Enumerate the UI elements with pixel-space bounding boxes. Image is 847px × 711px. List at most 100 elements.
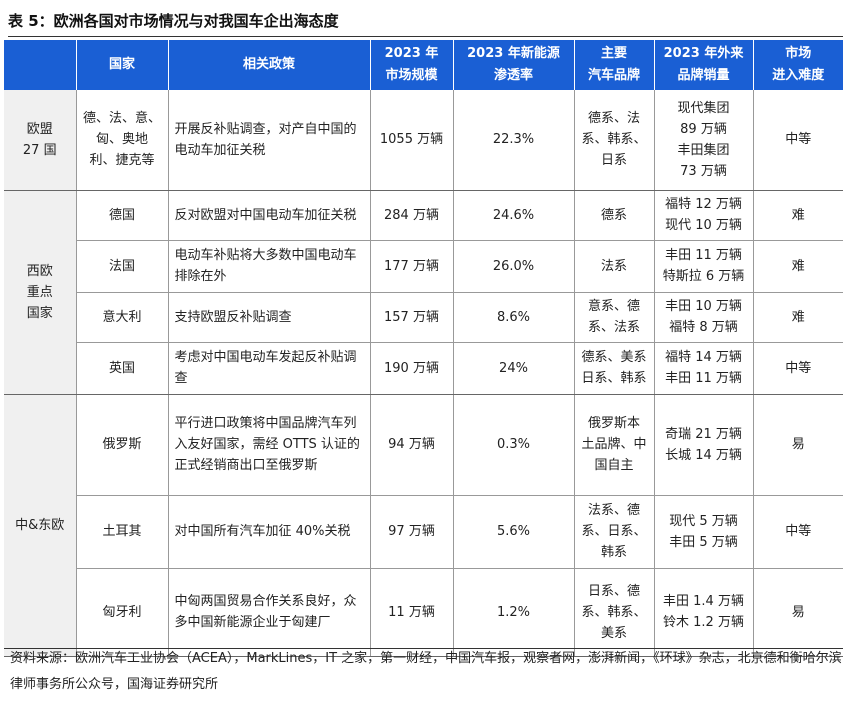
header-row: 国家 相关政策 2023 年市场规模 2023 年新能源 渗透率 主要 汽车品牌 2023 年… (4, 40, 843, 90)
difficulty-cell: 难 (752, 190, 843, 241)
difficulty-cell: 中等 (752, 342, 843, 395)
foreign-sales-cell: 福特 12 万辆 现代 10 万辆 (653, 190, 753, 241)
brands-text: 韩系 (600, 545, 627, 560)
brands-cell: 德系、美系 日系、韩系 (573, 342, 654, 395)
brands-cell: 意系、德 系、法系 (573, 292, 654, 343)
brands-text: 土品牌、中 (581, 437, 647, 452)
country-text: 德国 (108, 207, 135, 223)
policy-cell: 平行进口政策将中国品牌汽车列入友好国家，需经 OTTS 认证的正式经销商出口至俄… (167, 394, 370, 496)
country-cell: 匈牙利 (75, 568, 168, 657)
foreign-sales-text: 89 万辆 (680, 121, 727, 137)
difficulty-cell: 中等 (752, 495, 843, 569)
country-text: 英国 (108, 360, 135, 376)
region-name: 欧盟 (26, 121, 53, 137)
source-note: 资料来源：欧洲汽车工业协会（ACEA），MarkLines，IT 之家，第一财经… (10, 651, 842, 692)
policy-cell: 反对欧盟对中国电动车加征关税 (167, 190, 370, 241)
foreign-sales-text: 福特 14 万辆 (665, 350, 742, 365)
brands-cell: 德系、法系、韩系、日系 (573, 90, 654, 191)
brands-text: 日系 (600, 153, 627, 169)
foreign-sales-text: 福特 12 万辆 (665, 197, 742, 212)
penetration-cell: 0.3% (452, 394, 574, 496)
table-body: 欧盟 27 国 德、法、意、 匈、奥地 利、捷克等 开展反补贴调查，对产自中国的电动车加征… (4, 90, 843, 657)
header-label: 主要 (600, 46, 627, 61)
table-row: 意大利 支持欧盟反补贴调查 157 万辆 8.6% 意系、德 系、法系 丰田 10 万辆 福特… (4, 292, 843, 343)
foreign-sales-text: 丰田 10 万辆 (665, 299, 742, 314)
foreign-sales-text: 奇瑞 21 万辆 (665, 426, 742, 442)
brands-text: 系、韩系、 (581, 132, 647, 148)
difficulty-cell: 中等 (752, 90, 843, 191)
table-row: 西欧 重点 国家 德国 反对欧盟对中国电动车加征关税 284 万辆 24.6% 德系 福特 12… (4, 190, 843, 395)
region-name: 27 国 (22, 142, 57, 158)
market-size-cell: 284 万辆 (369, 190, 453, 241)
foreign-sales-cell: 丰田 11 万辆 特斯拉 6 万辆 (653, 240, 753, 293)
foreign-sales-text: 铃木 1.2 万辆 (663, 615, 744, 630)
penetration-cell: 24% (452, 342, 574, 395)
header-penetration: 2023 年新能源 渗透率 (452, 40, 574, 90)
brands-cell: 俄罗斯本 土品牌、中 国自主 (573, 394, 654, 496)
header-label: 2023 年 (384, 46, 439, 61)
brands-text: 德系、法 (587, 111, 640, 127)
foreign-sales-text: 特斯拉 6 万辆 (662, 269, 745, 284)
country-cell: 俄罗斯 (75, 394, 168, 496)
table-row: 土耳其 对中国所有汽车加征 40%关税 97 万辆 5.6% 法系、德 系、日系、 韩系 现代… (4, 495, 843, 569)
country-text: 德、法、意、 (82, 111, 161, 127)
foreign-sales-text: 丰田集团 (677, 142, 730, 158)
header-difficulty: 市场 进入难度 (752, 40, 843, 90)
difficulty-cell: 难 (752, 292, 843, 343)
market-size-cell: 94 万辆 (369, 394, 453, 496)
region-group-cell: 中&东欧 (4, 394, 76, 657)
brands-text: 德系、美系 (581, 350, 647, 365)
header-policy: 相关政策 (167, 40, 370, 90)
brands-cell: 日系、德系、韩系、美系 (573, 568, 654, 657)
brands-text: 法系、德 (587, 503, 640, 518)
country-cell: 土耳其 (75, 495, 168, 569)
country-text: 利、捷克等 (89, 153, 155, 169)
brands-text: 法系 (600, 258, 627, 274)
foreign-sales-text: 现代 10 万辆 (665, 218, 742, 233)
country-text: 土耳其 (102, 524, 142, 539)
foreign-sales-cell: 丰田 1.4 万辆 铃木 1.2 万辆 (653, 568, 753, 657)
table-row: 欧盟 27 国 德、法、意、 匈、奥地 利、捷克等 开展反补贴调查，对产自中国的电动车加征… (4, 90, 843, 191)
policy-cell: 支持欧盟反补贴调查 (167, 292, 370, 343)
region-name: 西欧 (26, 263, 53, 279)
market-size-cell: 157 万辆 (369, 292, 453, 343)
header-label: 2023 年外来 (663, 46, 744, 61)
penetration-cell: 22.3% (452, 90, 574, 191)
region-group-cell: 西欧 重点 国家 (4, 190, 76, 395)
foreign-sales-text: 丰田 5 万辆 (669, 534, 738, 550)
header-group (4, 40, 76, 90)
difficulty-cell: 难 (752, 240, 843, 293)
header-label: 市场 (785, 46, 812, 61)
foreign-sales-cell: 丰田 10 万辆 福特 8 万辆 (653, 292, 753, 343)
difficulty-cell: 易 (752, 568, 843, 657)
header-brands: 主要 汽车品牌 (573, 40, 654, 90)
foreign-sales-cell: 福特 14 万辆 丰田 11 万辆 (653, 342, 753, 395)
region-name: 中&东欧 (15, 517, 65, 533)
brands-cell: 德系 (573, 190, 654, 241)
table-row: 英国 考虑对中国电动车发起反补贴调查 190 万辆 24% 德系、美系 日系、韩系 福特 1… (4, 342, 843, 395)
foreign-sales-cell: 现代集团 89 万辆 丰田集团 73 万辆 (653, 90, 753, 191)
brands-text: 美系 (600, 625, 627, 641)
country-text: 匈牙利 (102, 604, 142, 620)
market-size-cell: 190 万辆 (369, 342, 453, 395)
market-size-cell: 97 万辆 (369, 495, 453, 569)
penetration-cell: 8.6% (452, 292, 574, 343)
market-size-cell: 177 万辆 (369, 240, 453, 293)
country-cell: 法国 (75, 240, 168, 293)
brands-text: 系、韩系、 (581, 604, 647, 620)
header-label: 国家 (108, 57, 135, 72)
foreign-sales-text: 福特 8 万辆 (669, 320, 738, 335)
header-country: 国家 (75, 40, 168, 90)
header-foreign-sales: 2023 年外来 品牌销量 (653, 40, 753, 90)
country-text: 法国 (108, 258, 135, 274)
foreign-sales-text: 丰田 11 万辆 (665, 248, 742, 263)
country-text: 意大利 (102, 309, 142, 325)
region-name: 重点 (26, 284, 53, 300)
foreign-sales-text: 长城 14 万辆 (665, 447, 742, 463)
foreign-sales-text: 现代集团 (677, 100, 730, 116)
policy-cell: 考虑对中国电动车发起反补贴调查 (167, 342, 370, 395)
brands-text: 日系、德 (587, 583, 640, 599)
header-label: 2023 年新能源 (467, 46, 560, 61)
difficulty-cell: 易 (752, 394, 843, 496)
foreign-sales-cell: 现代 5 万辆 丰田 5 万辆 (653, 495, 753, 569)
